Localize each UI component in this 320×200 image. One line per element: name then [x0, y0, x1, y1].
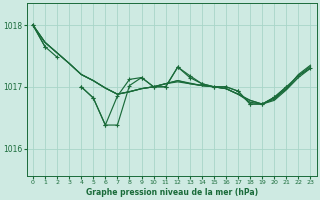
X-axis label: Graphe pression niveau de la mer (hPa): Graphe pression niveau de la mer (hPa) [86, 188, 258, 197]
